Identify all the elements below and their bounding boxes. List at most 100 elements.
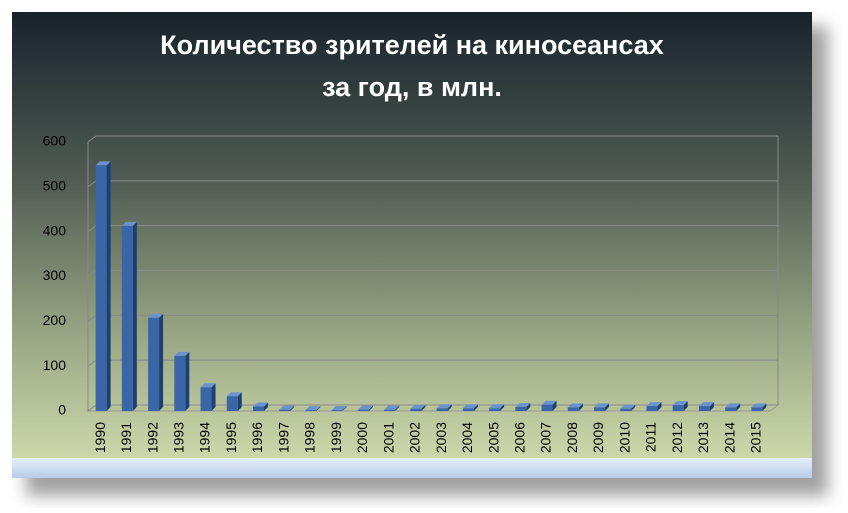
bar-side (185, 351, 190, 411)
bar-top (436, 404, 452, 409)
y-tick-label: 300 (43, 267, 67, 283)
x-tick-label: 2015 (748, 422, 764, 453)
bar-side (762, 403, 767, 411)
chart-title: за год, в млн. (322, 72, 502, 102)
bar (357, 409, 369, 411)
bar-side (500, 404, 505, 411)
x-tick-label: 2009 (590, 422, 606, 453)
bar (594, 407, 605, 411)
bar-top (148, 313, 164, 318)
x-tick-label: 2004 (459, 422, 475, 453)
bar (541, 404, 553, 411)
grid-line (87, 314, 97, 322)
bar (148, 317, 160, 411)
y-tick-label: 400 (43, 222, 67, 238)
x-tick-label: 1997 (275, 422, 291, 453)
x-tick-label: 1998 (302, 422, 318, 453)
bar-top (305, 406, 321, 411)
bar-top (226, 392, 242, 397)
bar (672, 405, 684, 411)
bar-top (331, 406, 347, 411)
bar (751, 407, 763, 411)
x-tick-label: 2003 (433, 422, 449, 453)
bar (174, 355, 186, 411)
bar-side (447, 404, 452, 411)
bar-side (421, 404, 426, 411)
bar-top (174, 351, 190, 356)
bar-side (473, 404, 478, 411)
bar-side (368, 405, 373, 411)
background (12, 12, 812, 478)
bar-top (95, 161, 111, 166)
bar-top (541, 400, 557, 405)
x-tick-label: 2011 (643, 422, 659, 452)
bar-side (159, 313, 164, 411)
bar-side (264, 402, 268, 411)
bar-side (683, 401, 688, 411)
x-tick-label: 2012 (669, 422, 685, 453)
y-tick-label: 500 (43, 178, 67, 194)
bar-side (211, 383, 216, 411)
bar-side (657, 402, 662, 411)
bar (95, 165, 107, 411)
x-tick-label: 2010 (616, 422, 632, 453)
x-tick-label: 2001 (380, 422, 396, 453)
bar-top (489, 404, 505, 409)
x-tick-label: 1994 (197, 422, 213, 453)
x-tick-label: 2002 (407, 422, 423, 453)
bar-top (567, 403, 583, 408)
y-tick-label: 100 (43, 357, 67, 373)
bar (646, 406, 658, 411)
bar-top (462, 404, 478, 409)
bar-top (620, 404, 636, 409)
bar (200, 387, 212, 411)
x-tick-label: 2007 (538, 422, 554, 453)
bar-side (578, 403, 583, 411)
bar (410, 408, 422, 411)
grid-line (87, 404, 97, 412)
bar-top (357, 405, 373, 410)
x-tick-label: 2000 (354, 422, 370, 453)
x-tick-label: 1992 (144, 422, 160, 453)
grid-line (87, 270, 97, 277)
bar-top (515, 402, 531, 407)
x-tick-label: 2008 (564, 422, 580, 453)
y-tick-label: 200 (43, 312, 67, 328)
bar-side (237, 392, 242, 411)
bar-top (200, 383, 216, 388)
bar (725, 407, 737, 411)
bar (331, 410, 343, 411)
bar-top (594, 403, 609, 408)
chart-title: Количество зрителей на киносеансах (160, 30, 664, 60)
x-tick-label: 1993 (171, 422, 187, 453)
x-tick-label: 2006 (512, 422, 528, 453)
bar (279, 409, 291, 411)
bar (462, 408, 474, 411)
bar (121, 225, 133, 411)
x-tick-label: 2014 (721, 422, 737, 453)
bar-side (290, 405, 295, 411)
bar-side (552, 400, 557, 411)
bar-side (605, 403, 609, 411)
bar-top (751, 403, 767, 408)
x-tick-label: 1990 (92, 422, 108, 453)
grid-line (87, 180, 97, 188)
grid-line (87, 225, 97, 233)
bar (489, 408, 501, 411)
bar (698, 406, 710, 411)
bar-side (316, 406, 321, 411)
bar-top (279, 405, 295, 410)
x-tick-label: 1995 (223, 422, 239, 453)
bar-top (121, 221, 137, 226)
bar-side (395, 405, 400, 411)
bar-top (672, 401, 688, 406)
bar-top (253, 402, 268, 407)
bar-top (698, 402, 714, 407)
bar (436, 408, 448, 411)
bar (384, 409, 396, 411)
bar-top (384, 405, 400, 410)
bar (515, 406, 527, 411)
x-tick-label: 1996 (249, 422, 265, 453)
